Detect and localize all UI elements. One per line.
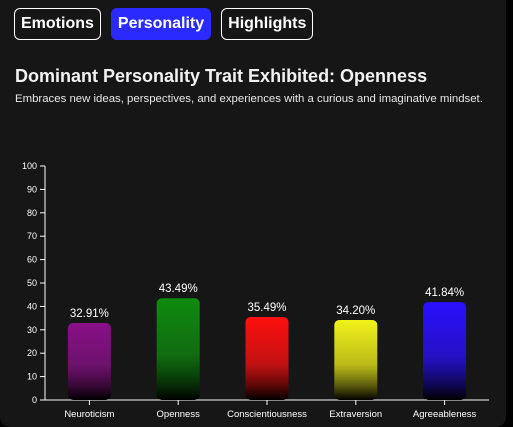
y-tick-label: 80	[27, 208, 37, 218]
x-tick-label: Agreeableness	[413, 409, 477, 420]
x-tick-label: Neuroticism	[64, 409, 114, 420]
page-title: Dominant Personality Trait Exhibited: Op…	[15, 66, 428, 86]
bar-neuroticism	[67, 322, 111, 400]
trait-description: Embraces new ideas, perspectives, and ex…	[15, 93, 483, 105]
tab-bar: Emotions Personality Highlights	[14, 8, 314, 40]
tab-highlights[interactable]: Highlights	[221, 8, 314, 40]
bar-value-label: 41.84%	[425, 287, 464, 299]
bar-conscientiousness	[245, 316, 289, 400]
x-tick-label: Extraversion	[329, 409, 382, 420]
bar-value-label: 35.49%	[247, 302, 286, 314]
y-tick-label: 20	[27, 348, 37, 358]
y-tick-label: 60	[27, 255, 37, 265]
tab-personality[interactable]: Personality	[110, 8, 212, 40]
y-tick-label: 100	[22, 161, 37, 171]
bar-openness	[156, 298, 200, 400]
x-tick-label: Openness	[157, 409, 201, 420]
y-tick-label: 40	[27, 301, 37, 311]
bar-agreeableness	[423, 302, 467, 400]
x-tick-label: Conscientiousness	[227, 409, 307, 420]
bar-value-label: 32.91%	[70, 308, 109, 320]
y-tick-label: 10	[27, 372, 37, 382]
bar-extraversion	[334, 319, 378, 400]
personality-bar-chart: 0 10 20 30 40 50 60 70 80 90 100 32.91% Neuroticism 4…	[22, 161, 489, 420]
bar-value-label: 34.20%	[336, 305, 375, 317]
y-tick-label: 50	[27, 278, 37, 288]
y-tick-label: 0	[32, 395, 37, 405]
tab-emotions[interactable]: Emotions	[14, 8, 101, 40]
bar-value-label: 43.49%	[159, 283, 198, 295]
y-tick-label: 90	[27, 184, 37, 194]
y-tick-label: 30	[27, 325, 37, 335]
y-tick-label: 70	[27, 231, 37, 241]
